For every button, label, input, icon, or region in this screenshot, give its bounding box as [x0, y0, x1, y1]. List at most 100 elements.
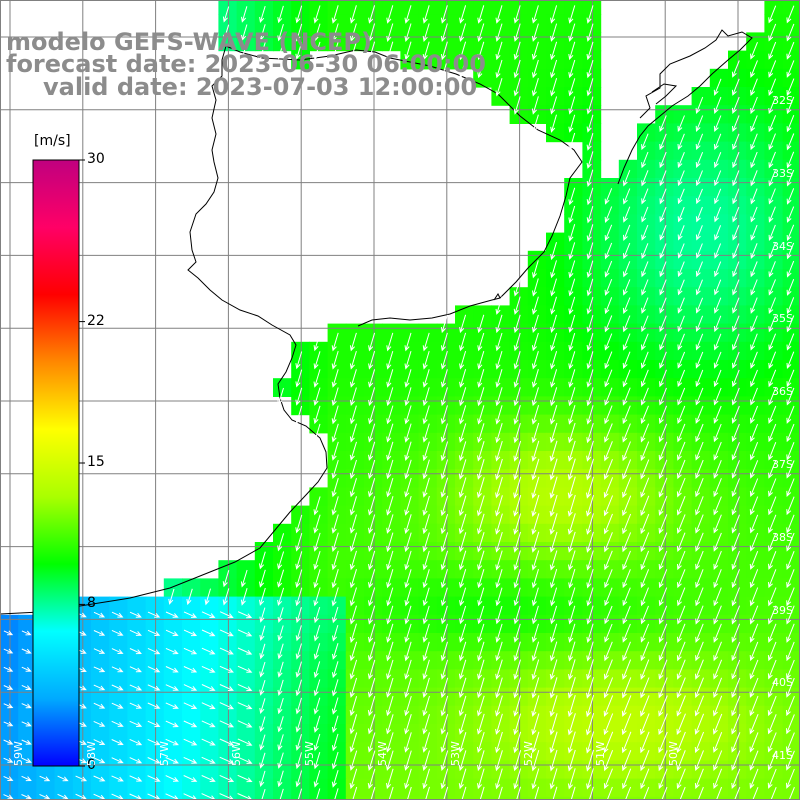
field-cell	[382, 669, 401, 689]
field-cell	[236, 742, 256, 761]
field-cell	[637, 341, 656, 361]
field-cell	[163, 578, 183, 598]
field-cell	[455, 505, 474, 525]
field-cell	[709, 614, 729, 634]
wind-arrow	[219, 774, 235, 783]
field-cell	[345, 796, 365, 800]
wind-arrow	[676, 496, 686, 516]
wind-arrow	[331, 369, 339, 388]
longitude-label: 55W	[303, 741, 317, 766]
wind-arrow	[713, 532, 722, 552]
wind-arrow	[695, 243, 703, 259]
field-cell	[418, 469, 438, 488]
wind-arrow	[422, 550, 430, 571]
wind-arrow	[422, 587, 430, 607]
wind-arrow	[732, 333, 740, 351]
wind-arrow	[513, 531, 521, 553]
field-cell	[455, 614, 474, 634]
wind-arrow	[404, 495, 412, 516]
wind-arrow	[440, 641, 448, 662]
field-cell	[291, 560, 310, 579]
wind-arrow	[786, 532, 795, 552]
field-cell	[182, 796, 201, 800]
field-cell	[746, 360, 765, 379]
wind-arrow	[440, 350, 448, 370]
wind-arrow	[165, 757, 179, 764]
field-cell	[655, 214, 674, 234]
wind-arrow	[640, 731, 650, 754]
wind-arrow	[531, 440, 540, 462]
wind-arrow	[368, 550, 376, 571]
field-cell	[637, 796, 656, 800]
wind-arrow	[732, 279, 740, 296]
wind-arrow	[786, 188, 795, 205]
wind-arrow	[367, 677, 376, 698]
field-cell	[546, 414, 565, 434]
wind-arrow	[603, 768, 613, 790]
wind-arrow	[750, 188, 758, 205]
wind-arrow	[313, 679, 321, 697]
wind-arrow	[567, 677, 576, 699]
field-cell	[673, 542, 693, 561]
wind-arrow	[422, 423, 430, 443]
title-valid-date: valid date: 2023-07-03 12:00:00	[43, 73, 478, 101]
wind-arrow	[786, 115, 795, 133]
wind-arrow	[567, 513, 576, 535]
wind-arrow	[219, 702, 235, 710]
wind-arrow	[694, 677, 704, 699]
wind-arrow	[731, 587, 740, 607]
field-cell	[546, 105, 565, 124]
field-cell	[655, 724, 674, 743]
wind-arrow	[422, 350, 430, 370]
field-cell	[564, 250, 583, 270]
wind-arrow	[349, 405, 357, 425]
field-cell	[746, 50, 765, 70]
field-cell	[527, 596, 547, 616]
wind-arrow	[676, 532, 686, 552]
field-cell	[145, 705, 165, 725]
field-cell	[455, 523, 474, 543]
field-cell	[564, 542, 583, 561]
wind-arrow	[513, 332, 521, 352]
wind-arrow	[147, 629, 161, 636]
wind-arrow	[129, 648, 142, 655]
wind-arrow	[495, 440, 503, 462]
field-cell	[418, 414, 438, 434]
wind-arrow	[386, 387, 394, 407]
field-cell	[691, 523, 711, 543]
field-cell	[673, 269, 693, 288]
field-cell	[436, 560, 456, 579]
field-cell	[618, 705, 638, 725]
field-cell	[673, 796, 693, 800]
field-cell	[527, 578, 547, 598]
wind-arrow	[332, 643, 339, 660]
field-cell	[746, 778, 765, 798]
field-cell	[709, 760, 729, 780]
wind-arrow	[531, 605, 539, 625]
field-cell	[382, 14, 401, 33]
field-cell	[473, 578, 492, 598]
wind-arrow	[676, 659, 686, 680]
wind-arrow	[731, 768, 741, 789]
wind-arrow	[749, 532, 759, 552]
field-cell	[254, 578, 274, 598]
wind-arrow	[568, 550, 576, 571]
wind-arrow	[768, 442, 777, 461]
field-cell	[436, 523, 456, 543]
field-cell	[109, 778, 128, 798]
wind-arrow	[715, 786, 723, 800]
field-cell	[418, 505, 438, 525]
wind-arrow	[331, 350, 339, 370]
wind-arrow	[768, 587, 777, 607]
wind-arrow	[568, 422, 576, 444]
field-cell	[400, 523, 420, 543]
field-cell	[436, 323, 456, 343]
field-cell	[491, 14, 511, 33]
wind-arrow	[713, 514, 722, 534]
field-cell	[691, 760, 711, 780]
field-cell	[764, 14, 784, 33]
wind-arrow	[549, 476, 558, 499]
wind-arrow	[786, 78, 795, 97]
field-cell	[618, 323, 638, 343]
wind-arrow	[658, 750, 668, 772]
